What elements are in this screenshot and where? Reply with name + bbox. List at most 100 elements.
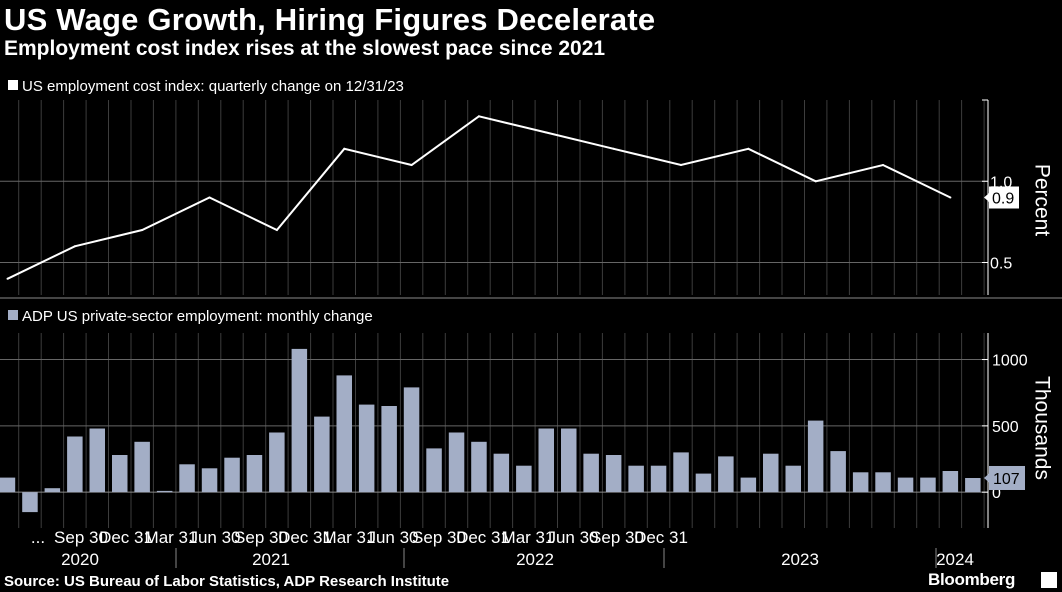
- source-note: Source: US Bureau of Labor Statistics, A…: [4, 573, 450, 590]
- adp-bar: [695, 473, 712, 493]
- x-tick-label: Mar 31: [323, 528, 376, 547]
- adp-bar: [583, 453, 599, 493]
- adp-bar: [112, 455, 128, 493]
- legend-label-bottom: ADP US private-sector employment: monthl…: [22, 308, 373, 325]
- ecl-point: [73, 245, 76, 248]
- y-tick-label-bottom: 0: [992, 485, 1001, 502]
- ecl-line: [7, 115, 951, 280]
- x-tick-label: Jun 30: [547, 528, 598, 547]
- adp-bar: [291, 348, 308, 493]
- x-tick-label: Mar 31: [502, 528, 555, 547]
- adp-bar: [965, 478, 981, 493]
- adp-bar: [538, 428, 554, 493]
- adp-bar: [628, 465, 644, 493]
- ecl-point: [141, 229, 144, 231]
- ecl-point: [477, 115, 480, 118]
- adp-bar: [875, 472, 891, 493]
- y-tick-label-bottom: 1000: [992, 353, 1028, 370]
- x-tick-label: Jun 30: [189, 528, 240, 547]
- ecl-point: [343, 147, 346, 150]
- x-tick-label: Mar 31: [145, 528, 198, 547]
- brand-logo-text: Bloomberg: [928, 570, 1016, 589]
- ecl-point: [882, 164, 885, 166]
- ecl-point: [814, 180, 817, 183]
- y-tick-label-top: 0.5: [990, 256, 1012, 273]
- adp-bar: [471, 441, 487, 493]
- y-axis-title-bottom: Thousands: [1030, 376, 1053, 480]
- ecl-point: [410, 164, 413, 166]
- ecl-point: [747, 147, 750, 150]
- chart-subtitle: Employment cost index rises at the slowe…: [4, 37, 606, 60]
- adp-bar: [807, 420, 824, 493]
- x-tick-label: Dec 31: [456, 528, 510, 547]
- adp-bar: [426, 448, 442, 493]
- ecl-point: [208, 196, 211, 199]
- y-axis-title-top: Percent: [1030, 164, 1053, 237]
- ecl-point: [949, 196, 952, 199]
- adp-bar: [224, 457, 240, 493]
- x-tick-label: Sep 30: [412, 528, 466, 547]
- adp-bar: [763, 453, 779, 493]
- adp-bar: [336, 375, 352, 493]
- adp-bar: [448, 432, 465, 493]
- x-tick-label: ...: [31, 528, 45, 547]
- adp-bar: [718, 456, 734, 493]
- x-year-label: 2022: [516, 550, 554, 569]
- x-tick-label: Sep 30: [234, 528, 288, 547]
- adp-bar: [22, 492, 38, 513]
- adp-bar: [358, 404, 375, 493]
- adp-bar: [740, 477, 757, 493]
- adp-bar: [67, 436, 83, 493]
- ecl-point: [680, 164, 682, 166]
- adp-bar: [0, 477, 16, 493]
- adp-bar: [134, 441, 150, 493]
- adp-bar: [246, 455, 263, 493]
- adp-bar: [673, 452, 689, 493]
- adp-bar: [314, 416, 330, 493]
- adp-bar: [44, 488, 61, 493]
- legend-label-top: US employment cost index: quarterly chan…: [22, 78, 404, 95]
- callout-value-bottom: 107: [993, 471, 1020, 488]
- y-tick-label-bottom: 500: [992, 419, 1019, 436]
- legend-swatch-bottom: [8, 310, 18, 320]
- adp-bar: [156, 490, 173, 493]
- adp-bar: [830, 451, 846, 493]
- adp-bar: [920, 477, 936, 493]
- adp-bar: [605, 455, 622, 493]
- adp-bar: [269, 432, 285, 493]
- adp-bar: [852, 472, 869, 493]
- x-tick-label: Dec 31: [634, 528, 688, 547]
- x-year-label: 2020: [61, 550, 99, 569]
- adp-bar: [179, 464, 195, 493]
- x-year-label: 2023: [781, 550, 819, 569]
- adp-bar: [561, 428, 577, 493]
- x-tick-label: Jun 30: [367, 528, 418, 547]
- adp-bar: [897, 477, 914, 493]
- callout-box-top: [989, 186, 1019, 209]
- ecl-point: [6, 277, 9, 280]
- chart-title: US Wage Growth, Hiring Figures Decelerat…: [4, 2, 656, 37]
- adp-bar: [650, 465, 667, 493]
- legend-swatch-top: [8, 80, 18, 90]
- ecl-point: [612, 147, 615, 150]
- adp-bar: [942, 471, 959, 493]
- x-year-label: 2024: [936, 550, 974, 569]
- x-tick-label: Dec 31: [99, 528, 153, 547]
- x-tick-label: Dec 31: [278, 528, 332, 547]
- callout-value-top: 0.9: [992, 191, 1014, 208]
- brand-mark-icon: [1041, 572, 1057, 588]
- callout-box-bottom: [989, 465, 1025, 490]
- adp-bar: [201, 468, 218, 493]
- x-tick-label: Sep 30: [590, 528, 644, 547]
- x-tick-label: Sep 30: [54, 528, 108, 547]
- x-year-label: 2021: [252, 550, 290, 569]
- adp-bar: [381, 406, 397, 493]
- adp-bar: [516, 465, 532, 493]
- adp-bar: [493, 453, 510, 493]
- adp-bar: [403, 387, 420, 493]
- ecl-point: [545, 131, 548, 134]
- adp-bar: [89, 428, 105, 493]
- adp-bar: [785, 465, 801, 493]
- ecl-point: [275, 229, 278, 231]
